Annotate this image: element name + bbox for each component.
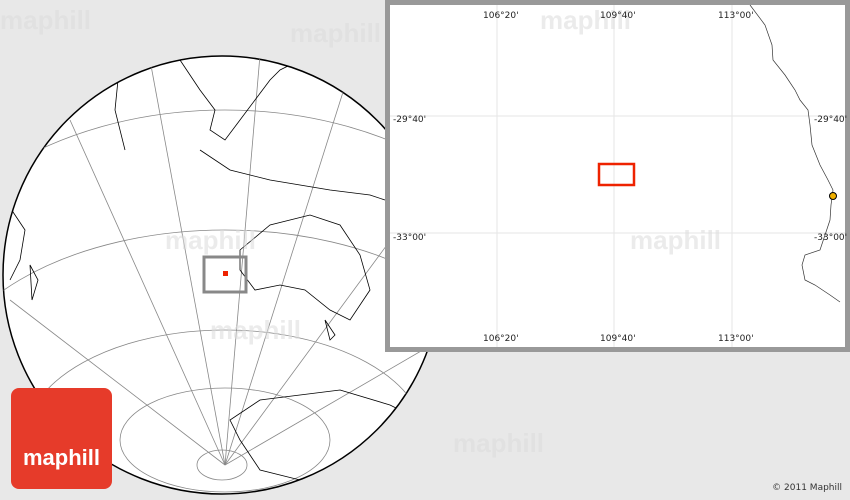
locator-frame bbox=[202, 255, 248, 294]
lat-label: -29°40' bbox=[814, 115, 848, 125]
coastline bbox=[749, 5, 841, 303]
lat-label: -33°00' bbox=[393, 233, 427, 243]
inset-graticule bbox=[390, 5, 845, 347]
lon-label: 113°00' bbox=[718, 334, 754, 344]
lat-label: -33°00' bbox=[814, 233, 848, 243]
watermark: maphill bbox=[630, 225, 722, 255]
maphill-logo[interactable]: maphill bbox=[11, 388, 112, 489]
locator-dot bbox=[223, 271, 228, 276]
watermark: maphill bbox=[540, 5, 632, 35]
lon-label: 106°20' bbox=[483, 11, 519, 21]
watermark: maphill bbox=[453, 428, 545, 458]
detail-inset-map: maphill maphill 106°20' 109°40' 113°00' … bbox=[385, 0, 850, 352]
lon-label: 113°00' bbox=[718, 11, 754, 21]
watermark: maphill bbox=[0, 5, 92, 35]
logo-text: maphill bbox=[22, 445, 100, 470]
lat-label: -29°40' bbox=[393, 115, 427, 125]
watermark: maphill bbox=[165, 225, 257, 255]
area-highlight bbox=[597, 162, 636, 187]
lon-label: 109°40' bbox=[600, 11, 636, 21]
lon-label: 106°20' bbox=[483, 334, 519, 344]
lon-label: 109°40' bbox=[600, 334, 636, 344]
city-marker bbox=[829, 192, 837, 200]
copyright: © 2011 Maphill bbox=[772, 483, 842, 493]
watermark: maphill bbox=[210, 315, 302, 345]
watermark: maphill bbox=[290, 18, 382, 48]
